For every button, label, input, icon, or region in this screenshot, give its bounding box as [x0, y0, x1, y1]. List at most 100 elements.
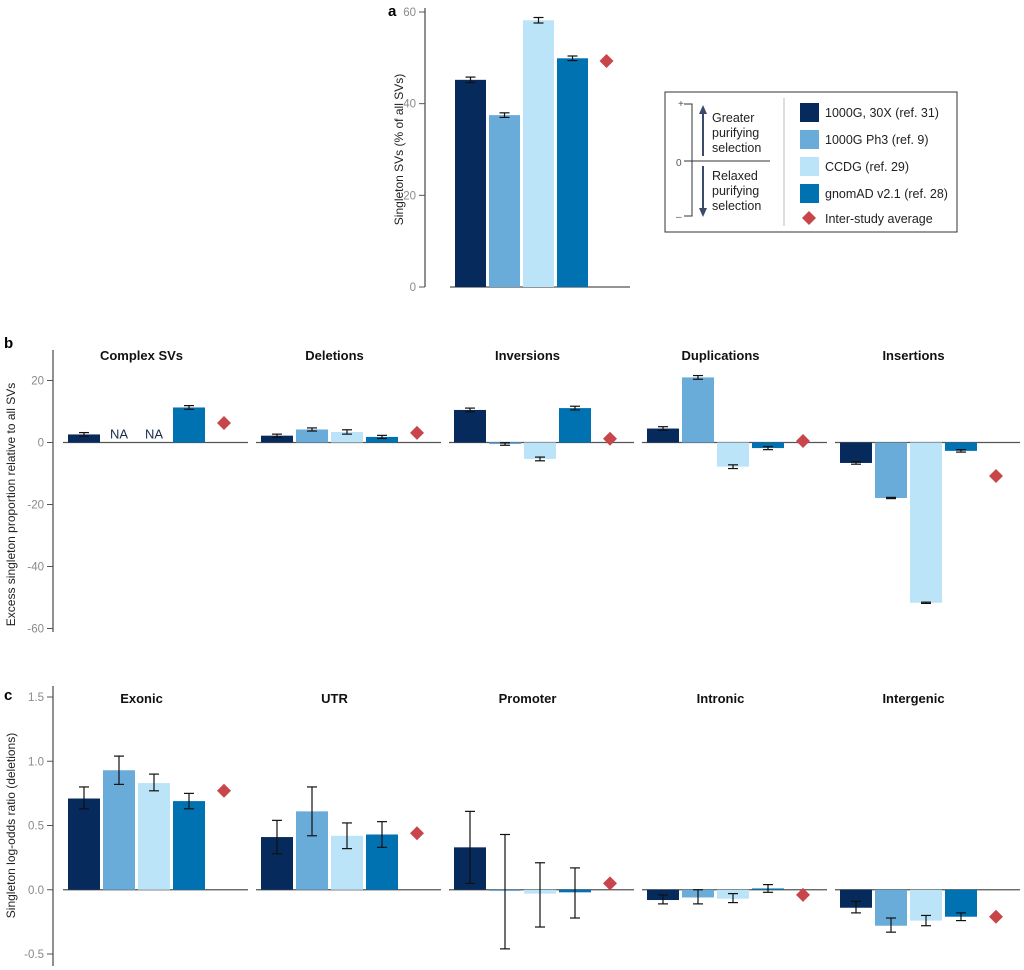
y-tick-label: 1.5 — [28, 692, 44, 704]
facet-exonic: Exonic — [63, 691, 248, 891]
error-bar-ccdg — [535, 456, 545, 462]
legend-entry: Inter-study average — [802, 211, 933, 226]
bar-ccdg — [910, 442, 942, 603]
average-diamond — [796, 433, 810, 448]
bar-g30x — [261, 435, 293, 443]
y-tick-label: -40 — [27, 562, 44, 574]
error-bar-ccdg — [533, 16, 544, 24]
facet-title: Exonic — [120, 691, 163, 706]
average-diamond — [603, 431, 617, 446]
average-diamond — [410, 425, 424, 440]
na-label: NA — [145, 427, 163, 442]
panel-b: b -60 -40 -20 0 20 Excess singleton proportion… — [4, 335, 1020, 636]
facet-title: Insertions — [882, 348, 944, 363]
legend-diamond-icon — [802, 211, 816, 225]
error-bar-ccdg — [921, 914, 931, 927]
error-bar-ccdg — [728, 464, 738, 470]
legend-entry: CCDG (ref. 29) — [800, 157, 909, 176]
scale-up-text: Greater — [712, 111, 754, 125]
facet-title: Promoter — [499, 691, 557, 706]
legend-swatch — [800, 103, 819, 122]
error-bar-g30x — [79, 431, 89, 437]
error-bar-g30x — [658, 426, 668, 432]
error-bar-gnomad — [763, 445, 773, 451]
error-bar-g30x — [465, 407, 475, 413]
bar-ccdg — [331, 431, 363, 443]
error-bar-gnomad — [570, 405, 580, 411]
bar-ph3 — [103, 770, 135, 890]
scale-plus-label: + — [678, 99, 684, 110]
scale-bracket — [684, 103, 693, 217]
facet-deletions: Deletions — [256, 348, 441, 444]
y-tick-label: 40 — [403, 99, 416, 111]
bar-ph3 — [296, 429, 328, 443]
facet-intergenic: Intergenic — [835, 691, 1020, 933]
na-label: NA — [110, 427, 128, 442]
y-axis-title: Excess singleton proportion relative to … — [4, 383, 18, 626]
y-tick-label: 0 — [38, 438, 44, 450]
panel-letter: a — [388, 3, 397, 20]
bar-g30x — [840, 442, 872, 463]
facet-title: Intronic — [697, 691, 745, 706]
average-diamond — [989, 468, 1003, 483]
bar-g30x — [454, 409, 486, 443]
legend-entry: 1000G, 30X (ref. 31) — [800, 103, 939, 122]
bar-gnomad — [173, 801, 205, 890]
bar-g30x — [840, 889, 872, 908]
error-bar-gnomad — [567, 55, 578, 62]
bar-gnomad — [945, 889, 977, 917]
up-arrow-head-icon — [699, 105, 707, 114]
y-axis-title: Singleton SVs (% of all SVs) — [392, 74, 406, 225]
down-arrow-head-icon — [699, 208, 707, 217]
bar-gnomad — [945, 442, 977, 451]
panel-letter: b — [4, 335, 13, 352]
average-diamond — [217, 415, 231, 430]
y-tick-label: 20 — [31, 376, 44, 388]
error-bar-ph3 — [307, 427, 317, 432]
legend-label: 1000G Ph3 (ref. 9) — [825, 133, 929, 147]
error-bar-gnomad — [377, 434, 387, 440]
panel-a: a 0 20 40 60 Singleton SVs (% of all SVs) — [388, 3, 630, 294]
error-bar-ccdg — [149, 773, 159, 792]
bar-ccdg — [523, 20, 554, 287]
facet-complex-svs: Complex SVs NA NA — [63, 348, 248, 444]
y-axis-title: Singleton log-odds ratio (deletions) — [4, 733, 18, 918]
error-bar-g30x — [272, 819, 282, 855]
bar-ccdg — [138, 783, 170, 890]
error-bar-ccdg — [921, 601, 931, 604]
error-bar-gnomad — [763, 884, 773, 893]
bar-gnomad — [557, 58, 588, 287]
facet-inversions: Inversions — [449, 348, 634, 462]
error-bar-ph3 — [499, 112, 510, 119]
scale-down-text: purifying — [712, 184, 759, 198]
bar-ph3 — [489, 115, 520, 287]
bar-g30x — [68, 434, 100, 443]
error-bar-ph3 — [693, 374, 703, 380]
error-bar-gnomad — [956, 449, 966, 453]
error-bar-ph3 — [114, 755, 124, 785]
y-tick-label: 0 — [410, 282, 416, 294]
average-diamond — [989, 909, 1003, 924]
error-bar-ccdg — [342, 429, 352, 435]
facet-main — [450, 16, 630, 288]
error-bar-ph3 — [693, 889, 703, 905]
legend-swatch — [800, 157, 819, 176]
average-diamond — [410, 826, 424, 841]
y-tick-label: 1.0 — [28, 756, 44, 768]
average-diamond — [599, 54, 614, 69]
bar-gnomad — [173, 407, 205, 443]
error-bar-gnomad — [956, 912, 966, 922]
error-bar-gnomad — [570, 867, 580, 919]
bar-gnomad — [752, 442, 784, 449]
bar-g30x — [455, 79, 486, 287]
scale-minus-label: – — [676, 212, 682, 223]
selection-scale: +0–GreaterpurifyingselectionRelaxedpurif… — [676, 99, 770, 223]
y-tick-label: 0.0 — [28, 885, 44, 897]
bar-gnomad — [366, 436, 398, 443]
scale-up-text: purifying — [712, 126, 759, 140]
error-bar-ccdg — [342, 822, 352, 850]
legend-swatch — [800, 130, 819, 149]
bar-g30x — [68, 798, 100, 890]
error-bar-g30x — [851, 900, 861, 914]
